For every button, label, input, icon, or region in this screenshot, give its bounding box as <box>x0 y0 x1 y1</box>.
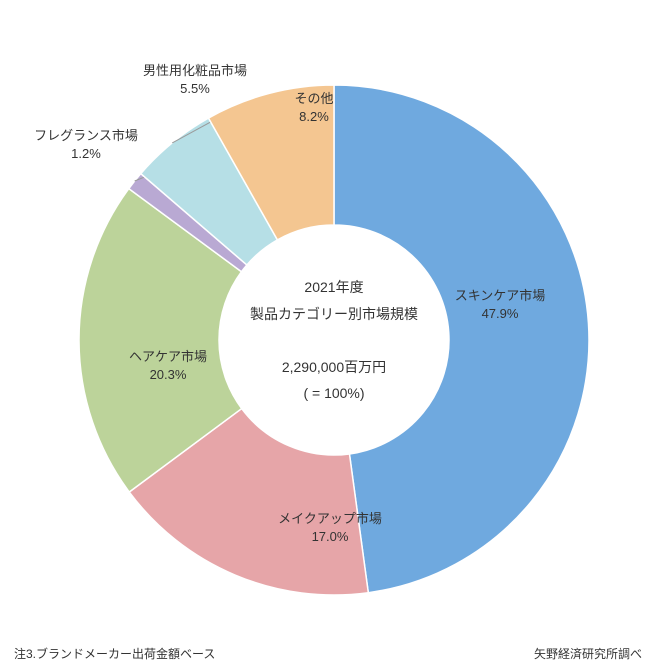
donut-svg <box>0 0 656 672</box>
footnote-left: 注3.ブランドメーカー出荷金額ベース <box>14 645 215 662</box>
donut-chart: 2021年度 製品カテゴリー別市場規模 2,290,000百万円 ( = 100… <box>0 0 656 672</box>
footnote-right: 矢野経済研究所調べ <box>534 645 642 662</box>
